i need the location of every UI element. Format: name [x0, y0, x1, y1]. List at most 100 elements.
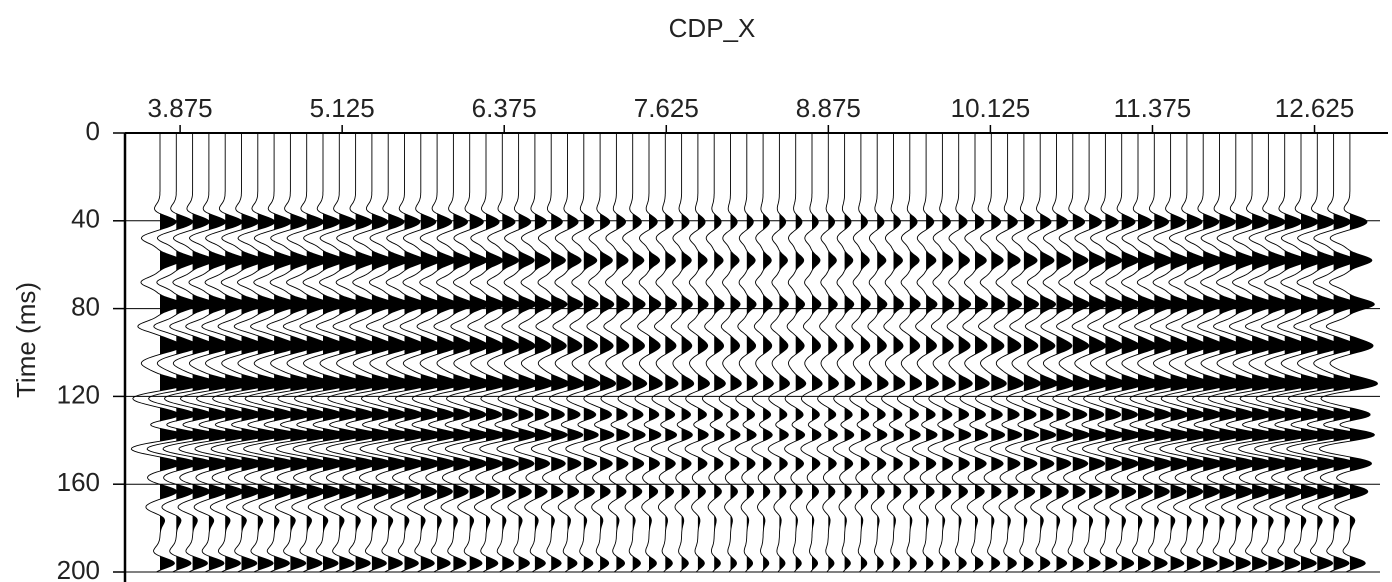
trace [342, 133, 399, 573]
trace [1174, 133, 1229, 573]
trace-fill [1007, 133, 1024, 572]
chart-title: CDP_X [669, 13, 756, 43]
trace [210, 133, 270, 573]
trace-fill [534, 133, 554, 572]
trace [243, 133, 303, 573]
trace-fill [1186, 133, 1212, 572]
trace [496, 133, 539, 573]
x-tick-label: 12.625 [1275, 93, 1355, 123]
trace [325, 133, 383, 573]
trace [684, 133, 710, 573]
trace [958, 133, 990, 573]
trace-fill [746, 133, 758, 572]
trace-fill [355, 133, 383, 572]
trace-fill [649, 133, 663, 572]
trace-fill [453, 133, 477, 572]
trace-fill [339, 133, 367, 572]
trace [848, 133, 872, 573]
trace-fill [257, 133, 286, 572]
trace-fill [1203, 133, 1229, 572]
trace [701, 133, 726, 573]
trace [1286, 133, 1346, 573]
trace [974, 133, 1007, 573]
trace [784, 133, 807, 573]
trace [880, 133, 906, 573]
trace [444, 133, 493, 573]
traces [130, 133, 1379, 573]
trace [130, 133, 187, 573]
trace [410, 133, 462, 573]
x-tick-label: 8.875 [796, 93, 861, 123]
trace-fill [1170, 133, 1195, 572]
trace-fill [208, 133, 236, 572]
trace [767, 133, 790, 573]
trace-fill [860, 133, 872, 572]
trace-fill [1023, 133, 1041, 572]
trace-fill [975, 133, 990, 572]
trace-fill [844, 133, 855, 572]
trace [548, 133, 586, 573]
trace [178, 133, 237, 573]
trace [1318, 133, 1379, 573]
trace-fill [632, 133, 647, 572]
trace [1128, 133, 1178, 573]
trace [530, 133, 570, 573]
trace-fill [567, 133, 585, 572]
trace-fill [176, 133, 203, 572]
trace-fill [779, 133, 790, 572]
y-tick-label: 200 [57, 555, 100, 582]
trace [650, 133, 679, 573]
trace [1222, 133, 1280, 573]
trace [989, 133, 1024, 573]
trace [599, 133, 632, 573]
trace-fill [681, 133, 694, 572]
trace-fill [665, 133, 678, 572]
trace-fill [1154, 133, 1178, 572]
trace [1254, 133, 1313, 573]
trace [864, 133, 889, 573]
trace [718, 133, 742, 573]
trace [1020, 133, 1059, 573]
trace-fill [600, 133, 616, 572]
trace [359, 133, 415, 573]
trace [1112, 133, 1161, 573]
trace-fill [502, 133, 523, 572]
trace [927, 133, 956, 573]
trace [751, 133, 774, 573]
trace [1082, 133, 1127, 573]
trace-fill [583, 133, 601, 572]
trace-fill [1268, 133, 1296, 572]
x-tick-label: 6.375 [472, 93, 537, 123]
trace-fill [795, 133, 806, 572]
y-tick-label: 0 [86, 116, 100, 146]
trace [1005, 133, 1041, 573]
trace-fill [616, 133, 632, 572]
trace [1206, 133, 1263, 573]
x-tick-label: 7.625 [634, 93, 699, 123]
y-tick-label: 120 [57, 379, 100, 409]
trace-fill [1072, 133, 1092, 572]
trace-fill [388, 133, 414, 572]
trace-fill [1317, 133, 1345, 572]
trace [667, 133, 695, 573]
trace-fill [192, 133, 220, 572]
trace-fill [290, 133, 318, 572]
trace-fill [1056, 133, 1075, 572]
trace-fill [518, 133, 539, 572]
trace-fill [1235, 133, 1262, 572]
trace-fill [697, 133, 710, 572]
trace-fill [323, 133, 351, 572]
trace-fill [420, 133, 446, 572]
trace [1302, 133, 1362, 573]
trace-fill [469, 133, 492, 572]
trace [800, 133, 823, 573]
trace-fill [306, 133, 335, 572]
x-tick-label: 3.875 [148, 93, 213, 123]
trace-fill [437, 133, 461, 572]
trace-fill [1089, 133, 1109, 572]
trace [943, 133, 973, 573]
trace [1143, 133, 1195, 573]
trace [565, 133, 601, 573]
trace-fill [1219, 133, 1246, 572]
